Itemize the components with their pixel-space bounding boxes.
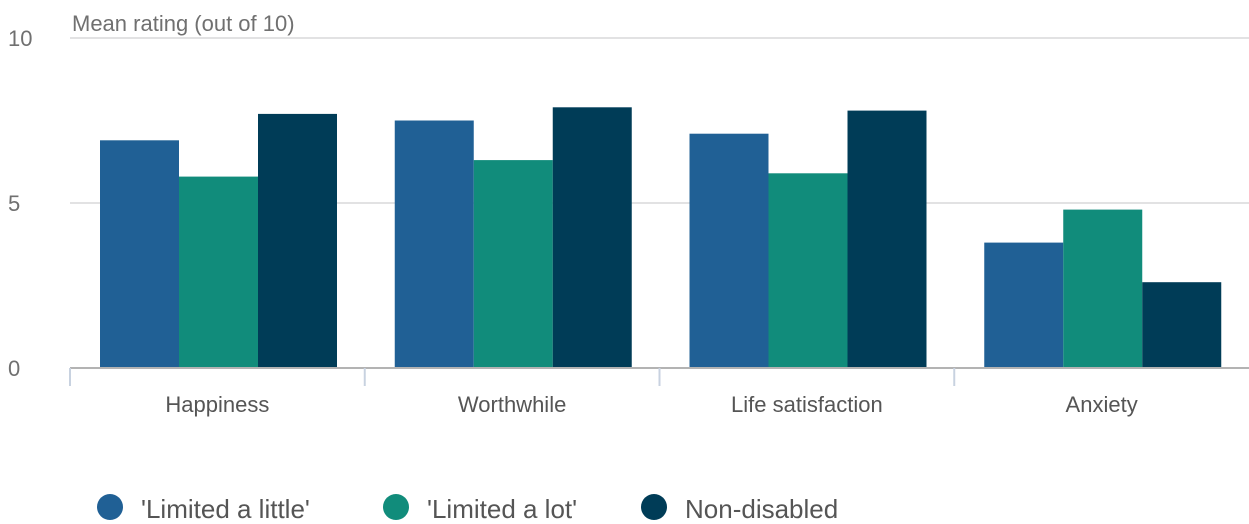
x-tick-label: Happiness xyxy=(165,392,269,417)
bar xyxy=(179,176,258,368)
bar xyxy=(258,113,337,369)
bar xyxy=(100,140,179,368)
legend-marker xyxy=(383,494,409,520)
y-axis-ticks: 0 5 10 xyxy=(8,26,32,381)
bar xyxy=(473,160,553,368)
bar xyxy=(552,107,632,369)
bar xyxy=(689,133,769,368)
bar xyxy=(768,173,848,368)
bar xyxy=(1063,209,1143,368)
bar xyxy=(1142,282,1222,368)
legend-label: 'Limited a little' xyxy=(141,494,310,524)
bar xyxy=(394,120,474,368)
x-axis: Happiness Worthwhile Life satisfaction Anxi… xyxy=(69,367,1249,417)
bar xyxy=(847,110,927,368)
bars xyxy=(100,107,1222,369)
legend: 'Limited a little' 'Limited a lot' Non-dis… xyxy=(97,494,838,524)
bar xyxy=(984,242,1064,368)
legend-marker xyxy=(641,494,667,520)
y-tick-label: 10 xyxy=(8,26,32,51)
y-axis-label: Mean rating (out of 10) xyxy=(72,11,295,36)
legend-label: Non-disabled xyxy=(685,494,838,524)
y-tick-label: 5 xyxy=(8,191,20,216)
x-tick-label: Life satisfaction xyxy=(731,392,883,417)
x-tick-label: Anxiety xyxy=(1066,392,1138,417)
y-tick-label: 0 xyxy=(8,356,20,381)
legend-marker xyxy=(97,494,123,520)
legend-label: 'Limited a lot' xyxy=(427,494,577,524)
x-tick-label: Worthwhile xyxy=(458,392,566,417)
